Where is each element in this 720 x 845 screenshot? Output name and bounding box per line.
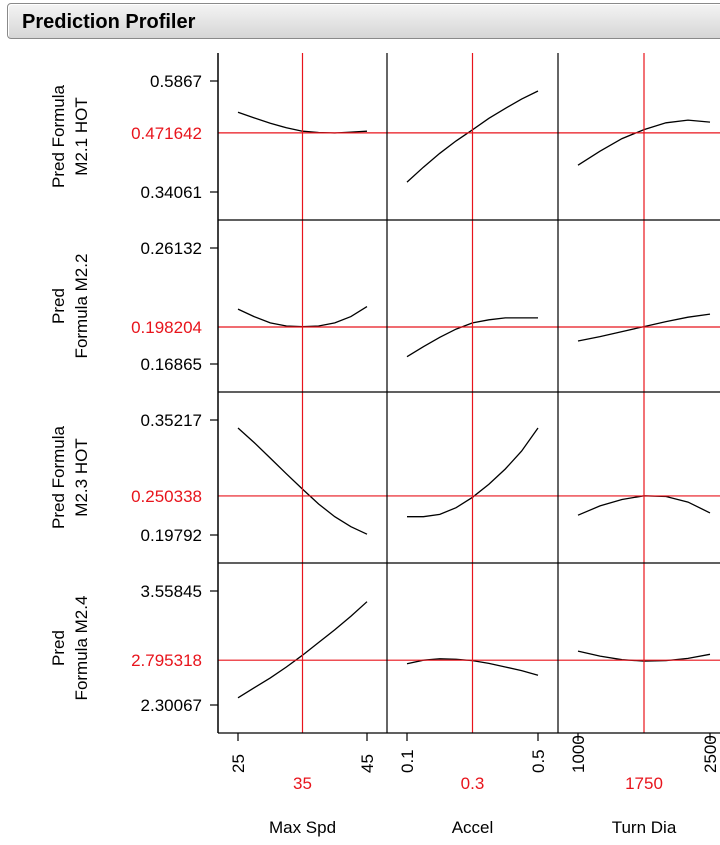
response-name: Pred Formula <box>49 84 68 188</box>
y-tick-label: 3.55845 <box>141 582 202 601</box>
y-tick-label: 0.34061 <box>141 183 202 202</box>
response-name: Pred <box>49 288 68 324</box>
x-tick-label: 45 <box>358 754 377 773</box>
response-name: Pred Formula <box>49 425 68 529</box>
x-tick-label: 25 <box>229 754 248 773</box>
current-value-label: 0.250338 <box>131 487 202 506</box>
current-value-label: 0.198204 <box>131 318 202 337</box>
factor-name: Max Spd <box>269 818 336 837</box>
x-tick-label: 0.5 <box>529 749 548 773</box>
x-tick-label: 1000 <box>569 735 588 773</box>
y-tick-label: 0.16865 <box>141 355 202 374</box>
response-name: M2.3 HOT <box>72 438 91 516</box>
y-tick-label: 0.26132 <box>141 239 202 258</box>
profiler-title: Prediction Profiler <box>22 11 196 33</box>
current-value-label: 2.795318 <box>131 651 202 670</box>
x-tick-label: 0.1 <box>398 749 417 773</box>
y-tick-label: 2.30067 <box>141 696 202 715</box>
current-factor-label: 35 <box>293 774 312 793</box>
y-tick-label: 0.35217 <box>141 411 202 430</box>
response-name: M2.1 HOT <box>72 97 91 175</box>
response-name: Pred <box>49 630 68 666</box>
response-name: Formula M2.4 <box>72 596 91 701</box>
current-factor-label: 0.3 <box>461 774 485 793</box>
profiler-header[interactable]: Prediction Profiler <box>7 3 720 39</box>
factor-name: Turn Dia <box>612 818 677 837</box>
factor-name: Accel <box>452 818 494 837</box>
y-tick-label: 0.19792 <box>141 526 202 545</box>
y-tick-label: 0.5867 <box>150 72 202 91</box>
current-value-label: 0.471642 <box>131 124 202 143</box>
current-factor-label: 1750 <box>625 774 663 793</box>
response-name: Formula M2.2 <box>72 254 91 359</box>
x-tick-label: 2500 <box>701 735 720 773</box>
